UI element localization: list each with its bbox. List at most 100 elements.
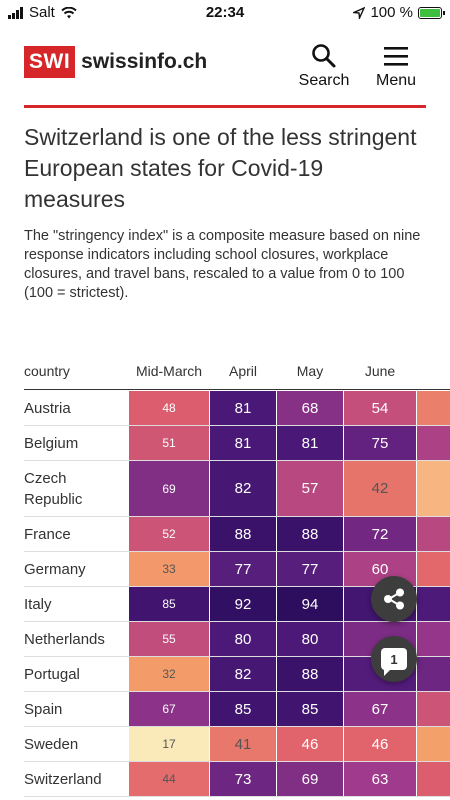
location-arrow-icon [353,6,366,19]
search-button[interactable]: Search [294,40,354,90]
heatmap-cell-cutoff [417,692,450,726]
cellular-signal-icon [8,6,23,19]
heatmap-cell: 85 [277,692,343,726]
column-header-may: May [296,363,324,379]
heatmap-cell: 75 [344,426,416,460]
heatmap-cell: 17 [129,727,209,761]
heatmap-cell: 88 [277,517,343,551]
hamburger-menu-icon [384,47,408,66]
column-header-june: June [364,363,396,379]
heatmap-cell-cutoff [417,762,450,796]
heatmap-cell: 88 [210,517,276,551]
heatmap-cell: 85 [210,692,276,726]
heatmap-cell: 81 [210,426,276,460]
heatmap-cell: 73 [210,762,276,796]
site-header: SWI swissinfo.ch Search Menu [24,36,426,104]
country-label: Belgium [24,434,79,452]
heatmap-row: Spain 67 85 85 67 [24,692,450,727]
heatmap-cell-cutoff [417,426,450,460]
site-logo[interactable]: SWI swissinfo.ch [24,46,207,78]
heatmap-cell: 68 [277,391,343,425]
heatmap-cell: 41 [210,727,276,761]
heatmap-cell-cutoff [417,517,450,551]
share-icon [384,588,404,610]
carrier-name: Salt [29,4,55,21]
heatmap-row: Switzerland 44 73 69 63 [24,762,450,797]
heatmap-row: Portugal 32 82 88 [24,657,450,692]
heatmap-header: country Mid-March April May June [24,340,450,390]
heatmap-cell: 94 [277,587,343,621]
heatmap-cell: 32 [129,657,209,691]
heatmap-cell-cutoff [417,391,450,425]
country-label: Netherlands [24,630,105,648]
heatmap-cell: 80 [210,622,276,656]
heatmap-cell: 55 [129,622,209,656]
battery-percent: 100 % [370,4,413,21]
article-description: The "stringency index" is a composite me… [24,228,421,301]
heatmap-cell: 82 [210,657,276,691]
search-label: Search [298,72,350,89]
wifi-icon [61,6,77,18]
clock: 22:34 [205,4,245,21]
country-label: Sweden [24,735,79,753]
heatmap-cell: 67 [344,692,416,726]
heatmap-cell-cutoff [417,461,450,516]
heatmap-cell: 42 [344,461,416,516]
menu-label: Menu [375,72,417,89]
country-label: Portugal [24,665,80,683]
heatmap-cell: 54 [344,391,416,425]
heatmap-row: Austria 48 81 68 54 [24,391,450,426]
heatmap-row: Belgium 51 81 81 75 [24,426,450,461]
heatmap-cell: 33 [129,552,209,586]
logo-mark: SWI [24,46,76,78]
heatmap-cell: 92 [210,587,276,621]
comment-count: 1 [390,651,398,667]
heatmap-cell: 52 [129,517,209,551]
column-header-mid-march: Mid-March [135,363,203,379]
heatmap-cell: 51 [129,426,209,460]
country-label: Austria [24,399,71,417]
heatmap-cell: 81 [210,391,276,425]
article-title: Switzerland is one of the less stringent… [24,124,417,212]
country-label: Czech Republic [24,469,83,508]
country-label: France [24,525,71,543]
heatmap-cell: 77 [210,552,276,586]
comment-icon: 1 [381,648,407,676]
country-label: Switzerland [24,770,102,788]
heatmap-cell-cutoff [417,587,450,621]
menu-button[interactable]: Menu [366,40,426,90]
heatmap-cell: 77 [277,552,343,586]
heatmap-cell: 46 [277,727,343,761]
column-header-country: country [24,363,70,379]
heatmap-cell: 82 [210,461,276,516]
heatmap-cell: 81 [277,426,343,460]
heatmap-cell-cutoff [417,552,450,586]
battery-icon [418,6,445,19]
heatmap-row: Netherlands 55 80 80 [24,622,450,657]
header-divider [24,105,426,108]
heatmap-cell: 69 [277,762,343,796]
country-label: Germany [24,560,86,578]
share-button[interactable] [371,576,417,622]
heatmap-row: Sweden 17 41 46 46 [24,727,450,762]
column-header-april: April [228,363,257,379]
heatmap-row: Czech Republic 69 82 57 42 [24,461,450,517]
heatmap-cell: 46 [344,727,416,761]
heatmap-cell: 48 [129,391,209,425]
heatmap-cell: 69 [129,461,209,516]
heatmap-cell: 88 [277,657,343,691]
heatmap-row: France 52 88 88 72 [24,517,450,552]
status-bar: Salt 22:34 100 % [0,0,450,26]
heatmap-cell: 63 [344,762,416,796]
comments-button[interactable]: 1 [371,636,417,682]
heatmap-cell: 67 [129,692,209,726]
heatmap-cell: 44 [129,762,209,796]
heatmap-cell-cutoff [417,622,450,656]
country-label: Italy [24,595,52,613]
search-icon [312,44,336,68]
country-label: Spain [24,700,63,718]
heatmap-cell: 57 [277,461,343,516]
heatmap-cell: 85 [129,587,209,621]
heatmap-cell-cutoff [417,727,450,761]
heatmap-cell: 80 [277,622,343,656]
